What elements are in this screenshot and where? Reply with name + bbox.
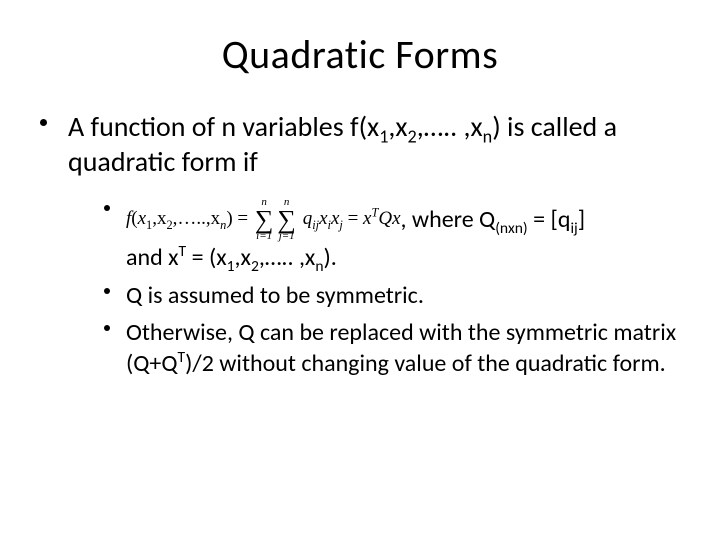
level2-group: f(x1,x2,…..,xn) = n∑i=1n∑j=1 qijxixj = x… — [40, 197, 680, 379]
sigma-icon: n∑j=1 — [277, 197, 296, 242]
formula: f(x1,x2,…..,xn) = n∑i=1n∑j=1 qijxixj = x… — [126, 197, 401, 242]
formula-after: , where Q(nxn) = [qij] — [401, 204, 586, 235]
l1-text-b: ,x — [388, 109, 407, 144]
bullet-level2-formula: f(x1,x2,…..,xn) = n∑i=1n∑j=1 qijxixj = x… — [104, 197, 680, 274]
bullet-level2-otherwise: Otherwise, Q can be replaced with the sy… — [104, 317, 680, 379]
slide: Quadratic Forms A function of n variable… — [0, 0, 720, 540]
bullet-dot-icon — [104, 288, 110, 294]
bullet-level2-symmetric: Q is assumed to be symmetric. — [104, 280, 680, 311]
bullet-level1: A function of n variables f(x1,x2,….. ,x… — [40, 109, 680, 179]
bullet-dot-icon — [40, 119, 47, 126]
bullet-dot-icon — [104, 325, 110, 331]
l1-text-a: A function of n variables f(x — [68, 109, 379, 144]
l1-text-c: ,….. ,x — [417, 109, 483, 144]
slide-title: Quadratic Forms — [40, 30, 680, 79]
bullet-dot-icon — [104, 205, 110, 211]
formula-line2: and xT = (x1,x2,….. ,xn). — [126, 242, 680, 273]
sigma-icon: n∑i=1 — [255, 197, 274, 242]
sub-n: n — [483, 126, 493, 148]
sub-2: 2 — [408, 126, 417, 148]
